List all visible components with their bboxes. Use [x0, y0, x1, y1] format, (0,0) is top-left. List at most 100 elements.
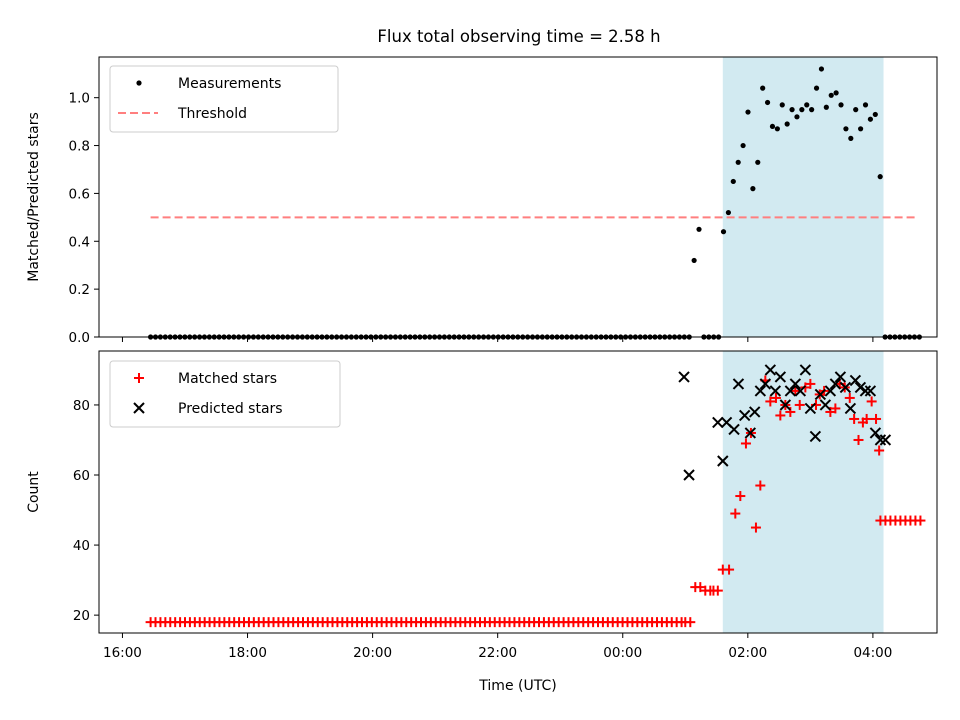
x-tick-label: 18:00 [228, 645, 267, 661]
legend-marker-predicted-stars [133, 402, 145, 414]
x-b [728, 423, 740, 436]
bottom-predicted-stars-point [728, 423, 740, 436]
bottom-y-tick-label: 40 [73, 538, 90, 554]
bottom-predicted-stars-point [794, 385, 807, 397]
top-measurements-point [755, 159, 761, 165]
x-tick-label: 16:00 [103, 645, 142, 661]
x-b [759, 378, 772, 390]
bottom-matched-stars-point [866, 396, 877, 407]
legend-label: Matched stars [178, 371, 277, 387]
top-y-tick-label: 0.0 [69, 330, 90, 346]
top-measurements-point [764, 99, 771, 106]
bottom-matched-stars-point [853, 434, 864, 445]
x-b [712, 416, 724, 429]
top-measurements-point [872, 111, 878, 118]
bottom-predicted-stars-point [844, 402, 857, 415]
bottom-y-axis-label: Count [26, 471, 42, 513]
top-measurements-point [691, 257, 697, 264]
x-b [844, 402, 857, 415]
top-measurements-point [818, 66, 825, 72]
x-b [824, 385, 837, 397]
x-b [794, 385, 807, 397]
bottom-predicted-stars-point [769, 385, 782, 397]
bottom-highlight-span [722, 351, 884, 633]
bottom-matched-stars-point [724, 564, 735, 575]
top-measurements-point [769, 123, 776, 130]
top-y-tick-label: 1.0 [69, 91, 90, 107]
x-b [819, 399, 832, 411]
bottom-predicted-stars-point [864, 385, 877, 397]
x-b [804, 402, 817, 415]
bottom-matched-stars-point [775, 410, 786, 421]
top-y-axis-label: Matched/Predicted stars [26, 112, 42, 282]
bottom-matched-stars-point [770, 392, 781, 403]
top-measurements-point [862, 102, 869, 108]
x-b [738, 409, 751, 422]
legend-marker-matched-stars [134, 373, 144, 383]
bottom-matched-stars-point [915, 515, 926, 526]
bottom-matched-stars-point [790, 385, 801, 396]
top-measurements-point [867, 116, 874, 122]
bottom-plot-frame [98, 350, 938, 634]
bottom-y-tick-label: 80 [73, 398, 90, 414]
x-b [717, 455, 729, 467]
top-measurements-point [725, 209, 732, 216]
top-measurements-point [774, 126, 780, 132]
top-measurements-point [833, 90, 839, 96]
bottom-predicted-stars-point [814, 388, 827, 401]
x-b [879, 434, 892, 446]
x-b [864, 385, 877, 397]
x-b [799, 364, 812, 376]
bottom-predicted-stars-point [754, 385, 767, 397]
top-measurements-point [789, 107, 795, 113]
figure-title: Flux total observing time = 2.58 h [377, 27, 660, 46]
top-measurements-point [813, 85, 820, 91]
bottom-matched-stars-point [685, 617, 696, 628]
x-tick-label: 22:00 [478, 645, 517, 661]
top-measurements-point [853, 107, 859, 113]
top-y-tick-label: 0.4 [69, 234, 90, 250]
bottom-y-tick-label: 20 [73, 608, 90, 624]
bottom-matched-stars-point [730, 508, 741, 519]
bottom-predicted-stars-point [784, 385, 797, 397]
bottom-predicted-stars-point [804, 402, 817, 415]
top-measurements-point [799, 107, 805, 113]
x-b [769, 385, 782, 397]
bottom-legend: Matched stars Predicted stars [109, 360, 341, 428]
bottom-predicted-stars-point [744, 427, 757, 439]
x-b [784, 385, 797, 397]
top-measurements-point [823, 104, 829, 110]
bottom-predicted-stars-point [874, 434, 887, 446]
top-measurements-point [730, 178, 736, 185]
bottom-predicted-stars-point [779, 399, 792, 411]
x-tick-label: 20:00 [353, 645, 392, 661]
bottom-predicted-stars-point [759, 378, 772, 390]
x-b [834, 371, 847, 383]
top-measurements-point [720, 229, 727, 235]
x-b [814, 388, 827, 401]
bottom-predicted-stars-point [829, 378, 842, 390]
bottom-predicted-stars-point [869, 427, 882, 439]
bottom-predicted-stars-point [839, 381, 852, 394]
legend-box [109, 65, 339, 133]
x-b [754, 385, 767, 397]
bottom-predicted-stars-point [738, 409, 751, 422]
legend-label: Threshold [177, 106, 247, 122]
bottom-predicted-stars-point [834, 371, 847, 383]
bottom-predicted-stars-point [789, 378, 802, 390]
bottom-matched-stars-point [861, 413, 872, 424]
x-b [748, 406, 761, 418]
bottom-y-tick-label: 60 [73, 468, 90, 484]
top-plot-frame [98, 56, 938, 338]
x-b [809, 430, 822, 443]
x-b [859, 385, 872, 397]
bottom-predicted-stars-point [732, 378, 745, 390]
top-measurements-point [843, 126, 849, 132]
top-measurements-point [784, 121, 790, 127]
bottom-matched-stars-point [849, 413, 860, 424]
top-y-tick-label: 0.6 [69, 186, 90, 202]
x-tick-label: 02:00 [728, 645, 767, 661]
x-b [839, 381, 852, 394]
top-measurements-point [760, 85, 766, 91]
